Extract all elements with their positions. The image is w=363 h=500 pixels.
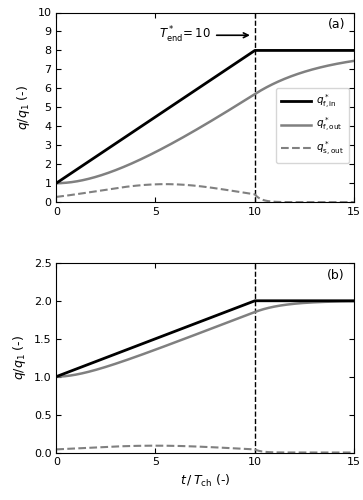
Y-axis label: $q/q_1$ (-): $q/q_1$ (-)	[11, 335, 28, 380]
Y-axis label: $q/q_1$ (-): $q/q_1$ (-)	[15, 84, 32, 130]
Text: $T_\mathrm{end}^*\!=10$: $T_\mathrm{end}^*\!=10$	[159, 25, 248, 46]
X-axis label: $t \, / \, T_\mathrm{ch}$ (-): $t \, / \, T_\mathrm{ch}$ (-)	[180, 473, 231, 489]
Text: (a): (a)	[327, 18, 345, 31]
Legend: $q_\mathrm{f,in}^*$, $q_\mathrm{f,out}^*$, $q_\mathrm{s,out}^*$: $q_\mathrm{f,in}^*$, $q_\mathrm{f,out}^*…	[276, 88, 349, 163]
Text: (b): (b)	[327, 268, 345, 281]
